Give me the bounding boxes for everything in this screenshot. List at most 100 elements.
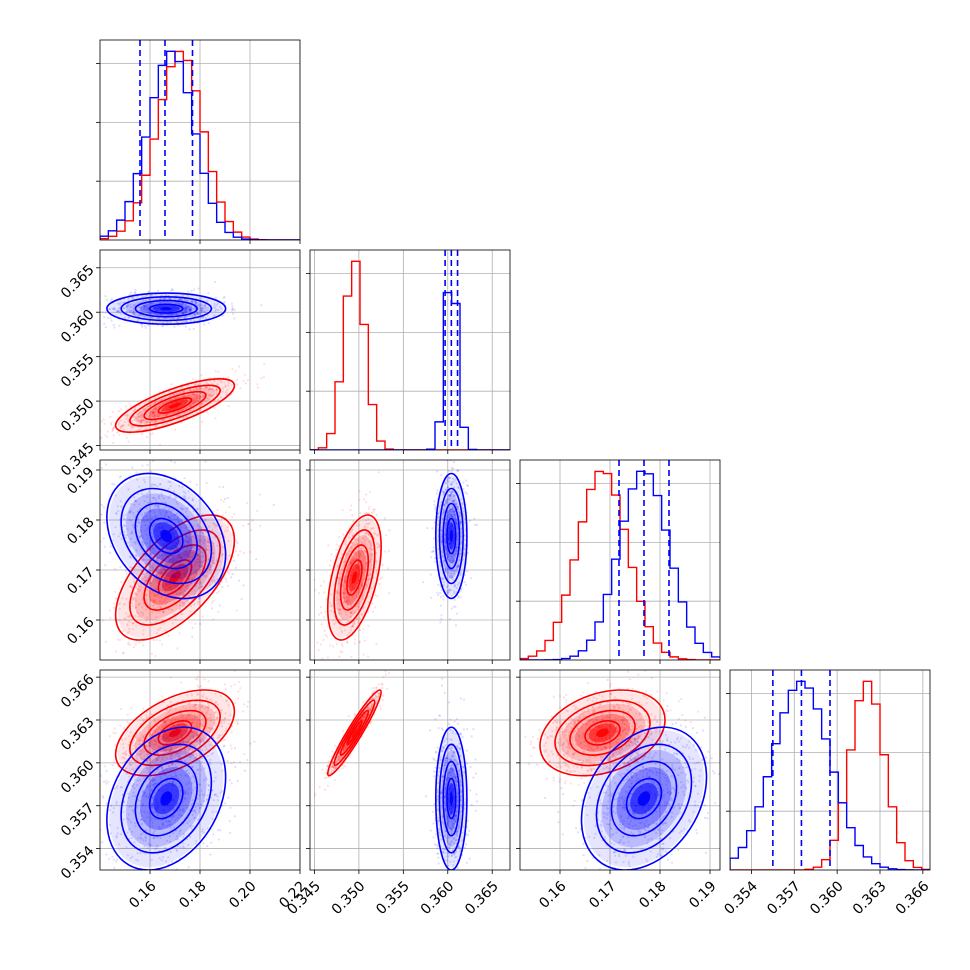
scatter-point <box>139 306 143 309</box>
scatter-point <box>110 421 113 424</box>
scatter-point <box>102 506 106 509</box>
scatter-point <box>183 316 186 319</box>
scatter-point <box>191 535 195 538</box>
scatter-point <box>149 553 153 556</box>
scatter-point <box>441 518 444 521</box>
scatter-point <box>227 384 230 387</box>
scatter-point <box>178 632 181 635</box>
scatter-point <box>196 574 199 577</box>
scatter-point <box>192 504 195 508</box>
scatter-point <box>153 762 157 765</box>
scatter-point <box>183 395 186 398</box>
scatter-point <box>456 507 459 510</box>
scatter-point <box>450 576 454 579</box>
scatter-point <box>188 308 191 311</box>
scatter-point <box>198 603 201 606</box>
scatter-point <box>138 641 141 644</box>
scatter-point <box>336 591 340 595</box>
scatter-point <box>195 396 199 400</box>
scatter-point <box>236 541 239 545</box>
scatter-point <box>133 291 136 294</box>
scatter-point <box>175 560 178 563</box>
scatter-point <box>200 513 204 516</box>
scatter-point <box>117 409 121 413</box>
scatter-point <box>199 306 203 309</box>
scatter-point <box>344 581 347 584</box>
scatter-point <box>450 513 453 516</box>
scatter-point <box>213 711 217 714</box>
scatter-point <box>112 426 115 429</box>
scatter-point <box>140 528 143 532</box>
scatter-point <box>152 483 156 486</box>
scatter-point <box>154 654 157 658</box>
scatter-point <box>195 393 198 396</box>
scatter-point <box>143 511 146 515</box>
scatter-point <box>151 566 154 569</box>
scatter-point <box>140 585 143 588</box>
scatter-point <box>211 602 214 605</box>
scatter-point <box>201 310 204 313</box>
scatter-point <box>127 298 130 301</box>
scatter-point <box>200 564 204 568</box>
scatter-point <box>452 480 455 483</box>
scatter-point <box>108 307 111 310</box>
scatter-point <box>147 525 150 528</box>
scatter-point <box>156 399 159 403</box>
scatter-point <box>183 411 186 415</box>
scatter-point <box>197 733 200 736</box>
scatter-point <box>365 583 368 586</box>
scatter-point <box>201 526 204 529</box>
scatter-point <box>135 554 138 557</box>
scatter-point <box>447 493 450 497</box>
scatter-point <box>349 559 352 562</box>
scatter-point <box>127 614 130 618</box>
contour-red <box>114 514 236 641</box>
scatter-point <box>140 513 143 516</box>
scatter-point <box>459 573 462 576</box>
scatter-point <box>155 570 158 573</box>
scatter-point <box>141 552 145 555</box>
scatter-point <box>176 515 180 518</box>
scatter-point <box>351 595 354 598</box>
scatter-point <box>193 400 196 404</box>
scatter-point <box>169 320 172 324</box>
scatter-point <box>358 591 361 594</box>
scatter-point <box>375 572 378 575</box>
scatter-point <box>106 316 110 319</box>
scatter-point <box>176 583 179 587</box>
scatter-point <box>350 561 353 564</box>
scatter-point <box>153 587 156 590</box>
scatter-point <box>191 300 194 303</box>
scatter-point <box>135 605 138 609</box>
scatter-point <box>163 507 166 510</box>
scatter-point <box>196 388 200 391</box>
scatter-point <box>348 598 351 601</box>
scatter-point <box>100 540 102 543</box>
scatter-point <box>118 602 122 605</box>
density-fill-red <box>169 402 181 409</box>
scatter-point <box>142 644 145 647</box>
scatter-point <box>148 562 151 565</box>
scatter-point <box>154 396 157 400</box>
scatter-point <box>348 533 351 536</box>
scatter-point <box>187 536 190 539</box>
scatter-point <box>181 717 184 720</box>
scatter-point <box>154 424 157 427</box>
scatter-point <box>220 380 223 383</box>
scatter-point <box>215 393 218 396</box>
scatter-point <box>189 605 193 608</box>
scatter-point <box>167 748 170 751</box>
scatter-point <box>343 577 346 580</box>
scatter-point <box>195 754 199 757</box>
scatter-point <box>171 514 174 517</box>
scatter-point <box>436 591 439 594</box>
scatter-point <box>154 408 158 411</box>
scatter-point <box>189 310 192 313</box>
scatter-point <box>196 733 199 736</box>
scatter-point <box>184 497 187 500</box>
scatter-point <box>243 373 246 376</box>
scatter-point <box>163 720 166 723</box>
scatter-point <box>167 487 170 490</box>
scatter-point <box>177 391 180 395</box>
scatter-point <box>356 553 359 556</box>
